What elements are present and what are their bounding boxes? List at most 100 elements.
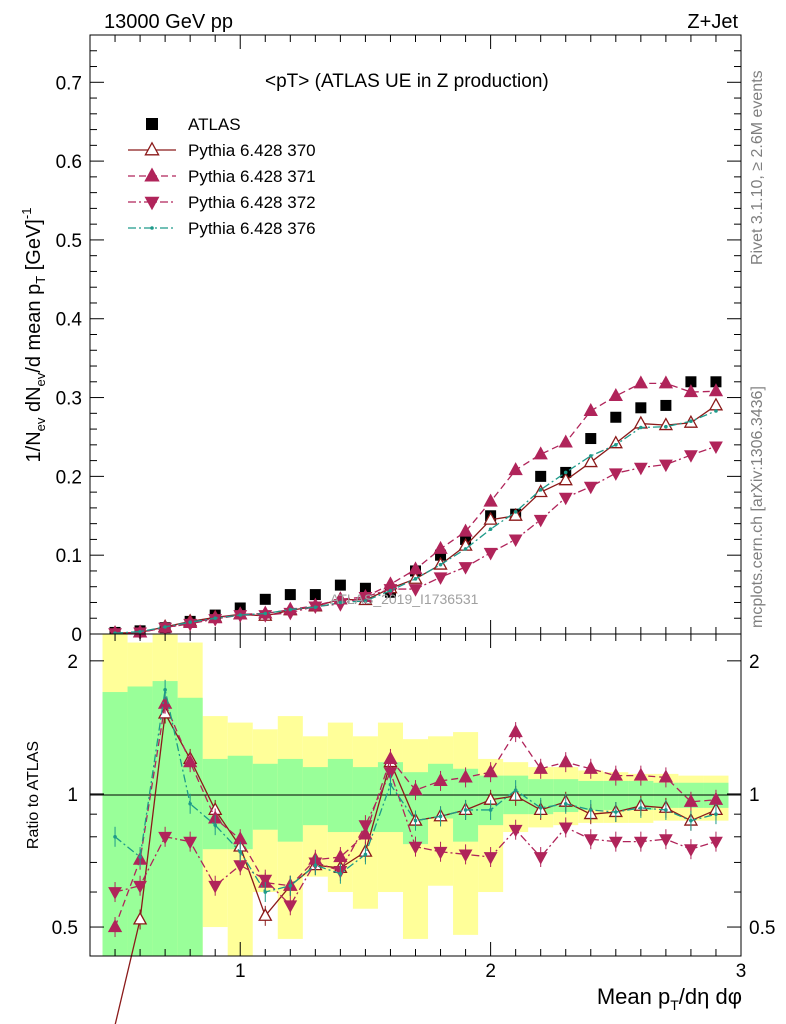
ratio-point (458, 849, 473, 863)
ratio-point (583, 760, 598, 774)
data-point (188, 620, 192, 624)
green-band (277, 758, 303, 842)
ratio-point (208, 880, 223, 894)
data-point (660, 399, 672, 411)
data-point (608, 388, 623, 402)
data-point (585, 433, 597, 445)
ratio-point (483, 852, 498, 865)
data-point (714, 409, 718, 413)
data-point (238, 613, 243, 617)
ratio-point (508, 824, 523, 838)
ratio-point (132, 911, 148, 925)
x-tick-label: 2 (485, 961, 496, 982)
data-point (684, 450, 698, 463)
ratio-point (588, 808, 593, 812)
ratio-point (283, 900, 298, 913)
data-point (313, 605, 318, 610)
data-point (508, 507, 523, 521)
data-point (413, 577, 418, 581)
legend-label: Pythia 6.428 370 (188, 141, 316, 160)
legend-marker (144, 141, 160, 156)
y-tick-label: 0.5 (52, 918, 78, 939)
ratio-point (138, 855, 142, 859)
ratio-point (608, 836, 623, 850)
data-point (259, 593, 271, 605)
green-band (252, 763, 278, 830)
ratio-point (458, 769, 473, 783)
y-tick-label: 0.4 (56, 310, 83, 331)
data-point (664, 424, 668, 429)
data-point (633, 462, 648, 476)
legend-marker (150, 226, 154, 230)
data-point (263, 611, 268, 616)
ratio-point (558, 754, 573, 768)
series-pythia-6-428-372 (108, 441, 723, 641)
legend-marker (144, 196, 160, 211)
data-point (588, 454, 593, 458)
y-tick-label: 0.6 (56, 152, 82, 173)
data-point (208, 614, 223, 627)
y-tick-label: 0.1 (56, 546, 82, 567)
top-panel-ytick-labels: 0 0.1 0.2 0.3 0.4 0.5 0.6 0.7 (56, 73, 83, 646)
legend-entry: ATLAS (146, 115, 241, 134)
data-point (635, 402, 647, 414)
legend-entry: Pythia 6.428 371 (128, 167, 316, 186)
data-point (513, 510, 518, 514)
data-point (658, 417, 674, 431)
legend-label: Pythia 6.428 372 (188, 193, 316, 212)
green-band (102, 692, 128, 956)
data-point (288, 607, 293, 612)
data-point (435, 549, 447, 561)
ratio-point (413, 818, 418, 823)
data-point (463, 547, 468, 551)
data-point (583, 454, 598, 468)
ratio-point (363, 852, 368, 857)
ratio-point (689, 818, 693, 823)
data-point (388, 588, 393, 593)
ratio-point (639, 806, 643, 810)
data-point (535, 470, 547, 482)
top-panel-series (107, 375, 724, 641)
ratio-point (158, 831, 173, 845)
legend: ATLAS Pythia 6.428 370 Pythia 6.428 371 Pyt… (128, 115, 316, 238)
data-point (433, 572, 448, 585)
ratio-point (108, 887, 122, 900)
data-point (533, 446, 548, 460)
data-point (710, 376, 722, 388)
ratio-point (633, 836, 648, 850)
ratio-point (714, 812, 718, 816)
ratio-point (338, 871, 343, 876)
y-tick-label: 0 (71, 625, 82, 646)
ratio-point (513, 788, 518, 792)
ratio-point (313, 863, 318, 867)
header-left-label: 13000 GeV pp (104, 11, 233, 33)
ratio-point (258, 907, 273, 921)
data-point (358, 592, 373, 605)
green-band (302, 767, 328, 826)
y-tick-label: 0.5 (56, 231, 82, 252)
ratio-point (263, 890, 268, 894)
legend-entry: Pythia 6.428 376 (128, 219, 316, 238)
ratio-point (213, 823, 217, 827)
data-point (458, 523, 473, 537)
ratio-point (433, 846, 448, 860)
y-tick-label-right: 1 (749, 785, 760, 806)
data-point (658, 459, 673, 473)
ratio-point (614, 810, 618, 814)
ratio-point (408, 782, 423, 796)
data-point (708, 383, 724, 397)
data-point (658, 375, 674, 389)
data-point (558, 472, 573, 486)
bottom-panel-ytick-labels: 0.5 0.5 1 1 2 2 (52, 652, 776, 939)
data-point (563, 470, 568, 475)
ratio-point (658, 834, 673, 847)
x-axis-label: Mean pT/dη dφ (597, 984, 742, 1013)
data-point (610, 411, 622, 423)
data-point (138, 629, 142, 634)
ratio-point (288, 883, 293, 888)
data-point (488, 527, 493, 531)
ratio-point (684, 844, 698, 857)
data-point (363, 599, 368, 603)
y-tick-label: 0.2 (56, 467, 82, 488)
